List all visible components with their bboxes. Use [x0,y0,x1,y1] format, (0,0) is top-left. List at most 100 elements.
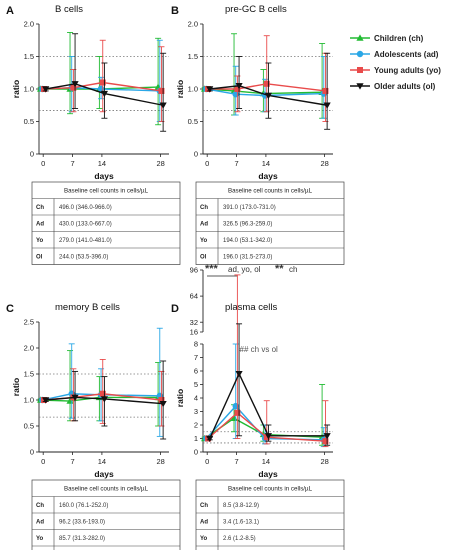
y-tick-label: 0.5 [24,117,34,126]
data-point [206,435,214,443]
series-ch [201,33,326,119]
y-tick-label: 4 [194,394,198,403]
legend: Children (ch) Adolescents (ad) Young adult… [350,34,441,91]
data-point [234,409,241,416]
ch-vs-ol-annotation: ## ch vs ol [240,345,278,354]
data-point [99,79,106,86]
x-tick-label: 0 [205,457,209,466]
data-point [234,86,241,92]
table-value: 2.6 (1.2-8.5) [223,536,256,542]
baseline-table: Baseline cell counts in cells/µL Ch 8.5 (3… [195,479,345,550]
table-group-label: Yo [200,536,208,542]
y-tick-label: 1.5 [24,370,34,379]
y-tick-label: 1.0 [24,396,34,405]
table-header: Baseline cell counts in cells/µL [64,188,149,195]
x-tick-label: 7 [234,457,238,466]
data-point [232,402,239,410]
series-yo [41,358,165,427]
baseline-table: Baseline cell counts in cells/µL Ch 160.0 … [31,479,181,550]
series-line [206,88,324,97]
y-tick-label: 2.5 [24,318,34,327]
table-group-label: Yo [36,536,44,542]
data-point [323,102,331,109]
baseline-table: Baseline cell counts in cells/µL Ch 391.0 … [195,181,345,265]
x-tick-label: 0 [205,159,209,168]
panel-title: plasma cells [225,302,278,313]
legend-marker [356,83,364,90]
upper-y-tick-label: 16 [190,328,198,337]
data-point [42,86,50,93]
series-line [209,85,328,106]
y-axis-label: ratio [11,378,21,396]
data-point [158,397,165,403]
y-tick-label: 0.5 [188,117,198,126]
panel-letter: C [6,303,14,315]
x-tick-label: 28 [156,159,164,168]
table-group-label: Ch [200,205,208,211]
y-tick-label: 5 [194,380,198,389]
baseline-table: Baseline cell counts in cells/µL Ch 496.0 … [31,181,181,265]
legend-marker [356,50,364,58]
table-value: 8.5 (3.8-12.9) [223,503,259,509]
series-ad [39,327,163,437]
table-group-label: Ch [200,503,208,509]
x-tick-label: 14 [98,457,106,466]
x-axis-label: days [258,171,278,181]
significance-groups: ad, yo, ol [228,265,261,274]
data-point [71,394,79,401]
table-value: 96.2 (33.6-193.0) [59,519,105,525]
table-value: 196.0 (31.5-273.0) [223,254,272,260]
data-point [263,434,270,441]
data-point [159,400,167,408]
table-value: 3.4 (1.6-13.1) [223,519,259,525]
x-tick-label: 14 [98,159,106,168]
data-point [235,83,243,90]
series-ad [203,343,327,448]
data-point [100,396,109,403]
y-tick-label: 2.0 [188,20,198,29]
table-border [31,181,181,265]
table-group-label: Ol [36,254,43,260]
y-tick-label: 0 [30,448,34,457]
table-group-label: Ad [200,519,208,525]
data-point [100,90,109,98]
table-value: 160.0 (76.1-252.0) [59,503,108,509]
table-border [31,479,181,550]
significance-stars: *** [205,263,219,275]
table-group-label: Yo [36,238,44,244]
x-tick-label: 7 [234,159,238,168]
table-value: 85.7 (31.3-282.0) [59,536,105,542]
x-tick-label: 28 [156,457,164,466]
series-line [209,372,328,439]
series-ol [42,360,167,440]
x-tick-label: 14 [262,457,270,466]
x-tick-label: 28 [320,457,328,466]
data-point [159,102,167,109]
legend-label: Children (ch) [374,34,424,43]
series-yo [205,274,329,448]
table-group-label: Ad [36,221,44,227]
y-tick-label: 0 [194,150,198,159]
series-line [42,393,160,401]
data-point [322,438,329,445]
table-group-label: Ch [36,205,44,211]
table-value: 391.0 (173.0-731.0) [223,205,276,211]
data-point [264,433,273,440]
table-value: 430.0 (133.0-667.0) [59,221,112,227]
y-axis-label: ratio [175,389,185,407]
y-tick-label: 0 [194,448,198,457]
y-tick-label: 1.0 [24,85,34,94]
panel-letter: A [6,5,14,17]
y-tick-label: 6 [194,367,198,376]
series-yo [41,39,165,122]
series-line [45,83,164,106]
y-tick-label: 1 [194,434,198,443]
x-axis-label: days [258,469,278,479]
y-tick-label: 2 [194,421,198,430]
data-point [70,84,77,91]
panel-title: memory B cells [55,302,120,313]
series-line [207,411,326,442]
table-group-label: Yo [200,238,208,244]
table-value: 326.5 (96.3-259.0) [223,221,272,227]
